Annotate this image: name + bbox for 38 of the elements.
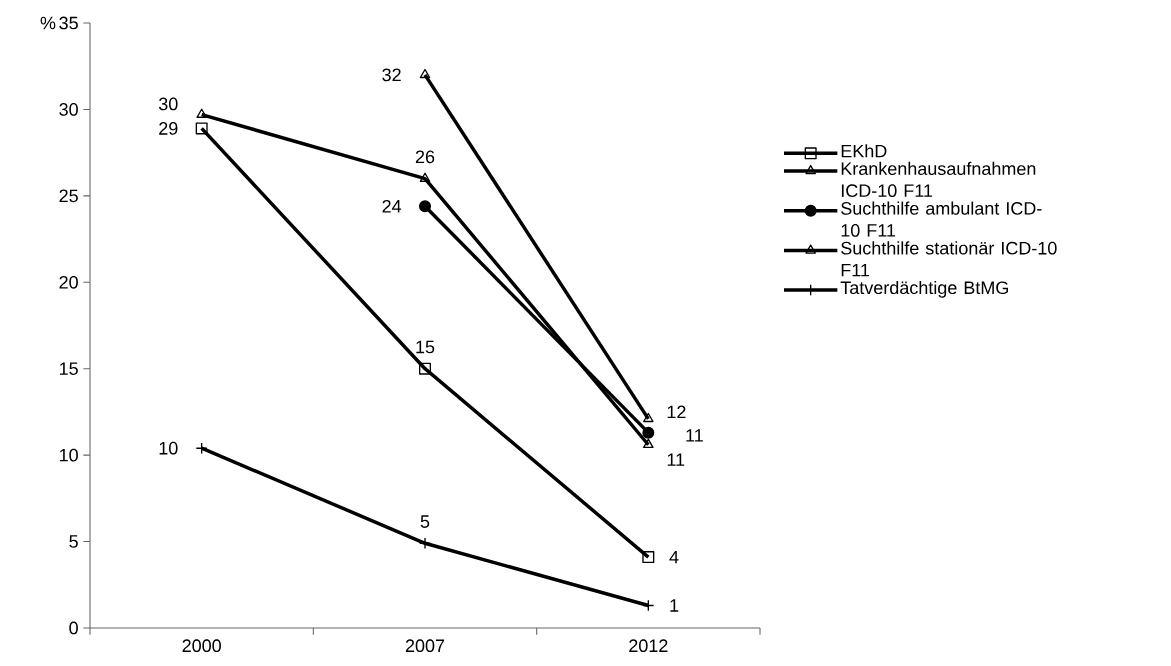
y-tick-label: 0 [69, 621, 78, 635]
y-tick-label: 10 [59, 448, 78, 462]
legend-label: EKhD [841, 144, 887, 158]
point [419, 200, 432, 213]
legend-label: Krankenhausaufnahmen ICD-10 F11 [841, 161, 1036, 198]
data-label: 5 [420, 515, 430, 528]
data-label: 10 [159, 441, 178, 455]
data-label: 11 [667, 453, 685, 466]
point [643, 438, 654, 449]
data-label: 4 [669, 550, 679, 564]
x-tick-label: 2012 [629, 639, 668, 653]
point [195, 122, 208, 135]
data-label: 1 [670, 599, 679, 612]
y-tick-label: 20 [59, 275, 78, 289]
point [196, 108, 207, 118]
data-label: 24 [382, 199, 402, 213]
point [419, 172, 431, 182]
data-label: 30 [158, 97, 178, 111]
data-label: 11 [686, 429, 703, 442]
data-label: 12 [667, 405, 686, 419]
legend-label: Suchthilfe ambulant ICD-10 F11 [841, 201, 1042, 237]
x-tick-label: 2007 [405, 639, 445, 653]
y-tick-label: 15 [59, 362, 78, 375]
y-tick-label: 30 [59, 103, 78, 116]
data-label: 29 [159, 122, 178, 135]
y-tick-label: 25 [59, 189, 78, 203]
y-tick-label: 5 [69, 535, 78, 548]
point [642, 426, 655, 439]
point [642, 551, 655, 564]
legend-label: Suchthilfe stationär ICD-10 F11 [841, 241, 1057, 277]
y-axis-title: % [40, 16, 56, 30]
data-label: 26 [415, 150, 435, 164]
x-tick-label: 2000 [182, 639, 221, 653]
data-label: 15 [416, 340, 435, 354]
point [419, 362, 432, 375]
data-label: 32 [382, 68, 401, 82]
legend-label: Tatverdächtige BtMG [840, 280, 1008, 298]
y-tick-label: 35 [59, 16, 78, 30]
